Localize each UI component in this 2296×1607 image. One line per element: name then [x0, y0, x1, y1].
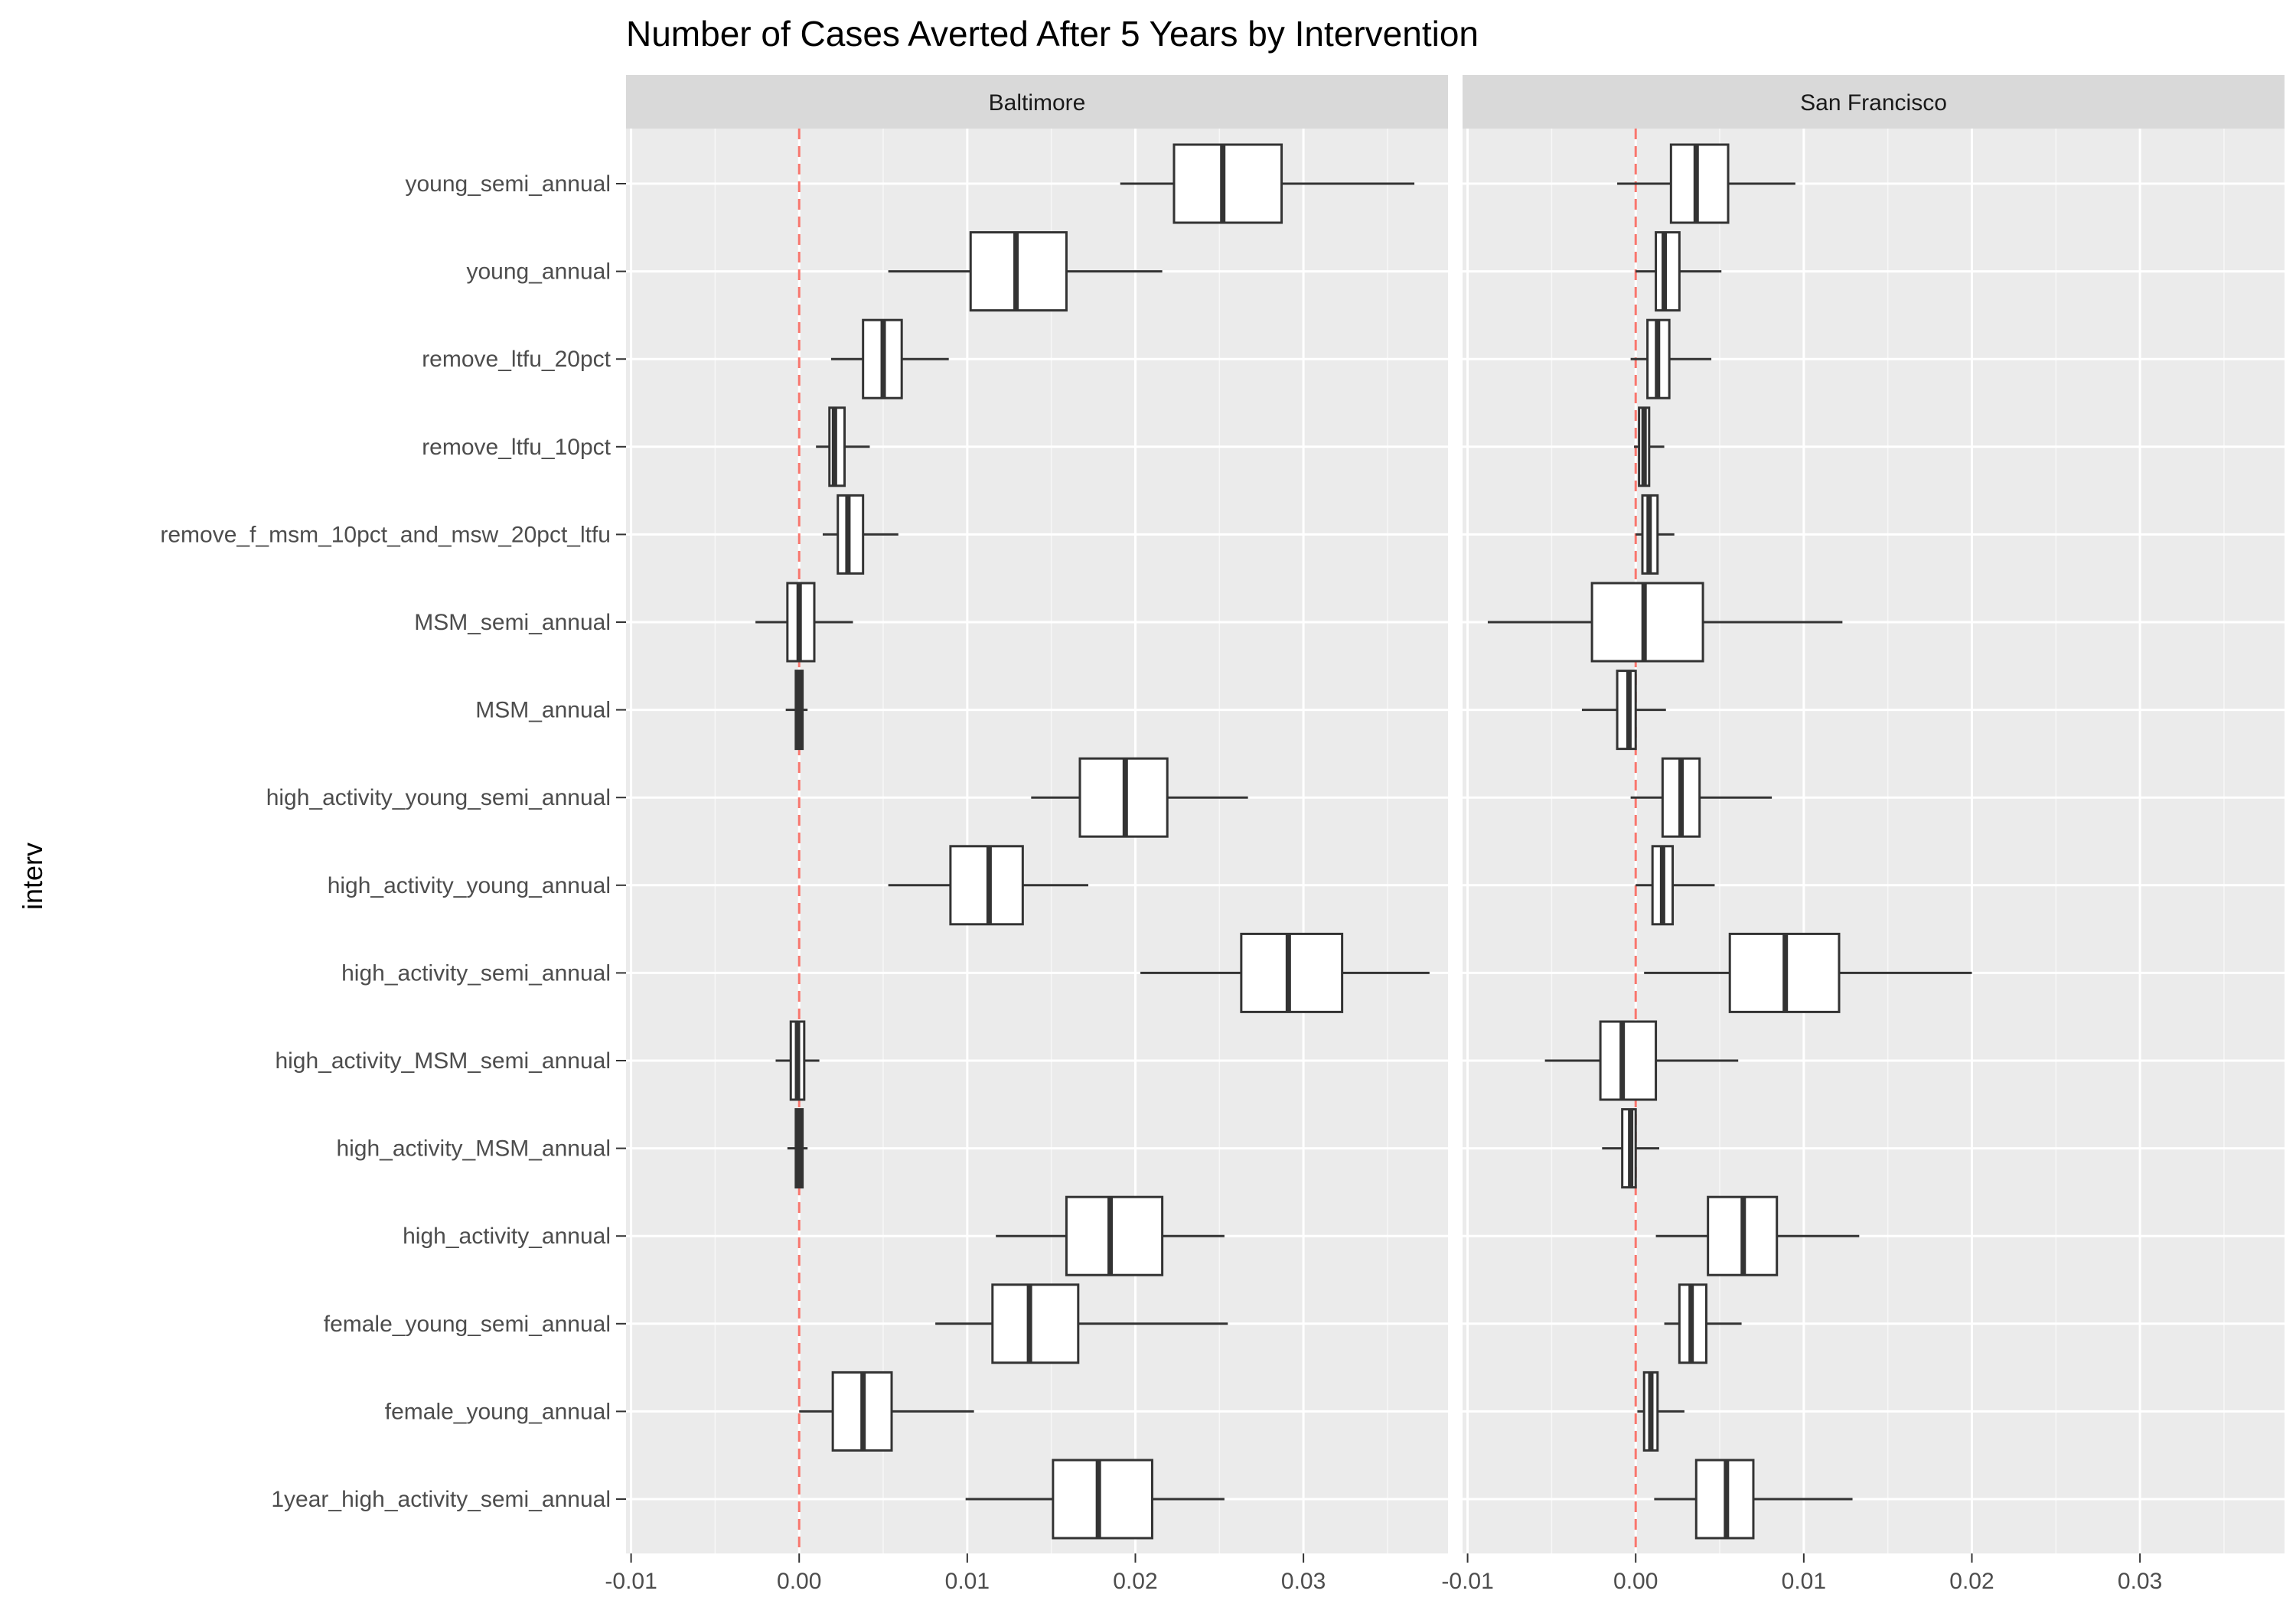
box-iqr-1-1 — [1655, 231, 1681, 312]
box-1-7 — [1630, 757, 1773, 838]
category-label-4: remove_f_msm_10pct_and_msw_20pct_ltfu — [160, 522, 611, 547]
category-label-1: young_annual — [466, 259, 611, 285]
box-1-13 — [1664, 1283, 1742, 1364]
box-1-1 — [1636, 231, 1722, 312]
box-0-11 — [787, 1108, 808, 1189]
box-0-3 — [816, 406, 870, 487]
box-1-11 — [1602, 1108, 1659, 1189]
x-tick-label-0-3: 0.02 — [1113, 1569, 1157, 1594]
category-label-7: high_activity_young_semi_annual — [266, 785, 611, 810]
category-label-15: 1year_high_activity_semi_annual — [271, 1487, 611, 1512]
category-label-9: high_activity_semi_annual — [341, 960, 611, 986]
panel-strip-1 — [1463, 75, 2285, 129]
box-1-15 — [1654, 1459, 1853, 1540]
box-1-14 — [1637, 1371, 1684, 1452]
category-label-8: high_activity_young_annual — [328, 873, 611, 898]
box-iqr-0-9 — [1240, 932, 1344, 1013]
box-1-5 — [1487, 582, 1843, 663]
panel-background-1 — [1463, 129, 2285, 1553]
category-label-0: young_semi_annual — [405, 171, 611, 197]
box-1-10 — [1544, 1020, 1739, 1101]
panel-strip-0 — [626, 75, 1448, 129]
box-0-10 — [775, 1020, 820, 1101]
panel-strip-label-1: San Francisco — [1800, 90, 1947, 116]
chart-title: Number of Cases Averted After 5 Years by… — [626, 14, 1479, 54]
category-label-2: remove_ltfu_20pct — [422, 347, 611, 372]
box-0-1 — [888, 231, 1163, 312]
box-1-3 — [1634, 406, 1665, 487]
box-0-9 — [1140, 932, 1430, 1013]
x-tick-label-0-4: 0.03 — [1281, 1569, 1326, 1594]
box-iqr-1-10 — [1599, 1020, 1658, 1101]
box-0-0 — [1120, 143, 1415, 224]
box-iqr-1-0 — [1669, 143, 1730, 224]
box-0-13 — [935, 1283, 1228, 1364]
box-1-2 — [1630, 318, 1712, 399]
x-tick-label-1-1: 0.00 — [1613, 1569, 1658, 1594]
box-0-5 — [755, 582, 853, 663]
box-iqr-0-13 — [991, 1283, 1080, 1364]
box-0-14 — [799, 1371, 974, 1452]
box-0-7 — [1031, 757, 1248, 838]
box-iqr-0-15 — [1052, 1459, 1153, 1540]
category-label-10: high_activity_MSM_semi_annual — [275, 1048, 611, 1074]
box-1-9 — [1644, 932, 1972, 1013]
y-axis-title: interv — [17, 843, 48, 910]
box-1-12 — [1655, 1195, 1860, 1276]
panel-1: San Francisco -0.01 0.00 0.01 0.02 0.03 — [1441, 75, 2285, 1594]
box-0-2 — [830, 318, 949, 399]
box-1-8 — [1636, 845, 1715, 926]
box-iqr-0-0 — [1172, 143, 1283, 224]
category-label-13: female_young_semi_annual — [324, 1312, 611, 1337]
category-label-5: MSM_semi_annual — [414, 610, 611, 635]
x-tick-label-1-2: 0.01 — [1782, 1569, 1826, 1594]
panel-0: Baltimore -0.01 0.00 0.01 0.02 0.03 — [605, 75, 1448, 1594]
x-tick-label-1-3: 0.02 — [1949, 1569, 1994, 1594]
category-label-3: remove_ltfu_10pct — [422, 435, 611, 460]
category-label-14: female_young_annual — [385, 1399, 611, 1424]
category-label-11: high_activity_MSM_annual — [336, 1136, 611, 1162]
box-1-6 — [1581, 670, 1666, 751]
x-tick-label-0-2: 0.01 — [945, 1569, 990, 1594]
x-tick-label-0-1: 0.00 — [777, 1569, 821, 1594]
x-tick-label-1-4: 0.03 — [2118, 1569, 2162, 1594]
category-label-12: high_activity_annual — [403, 1224, 611, 1249]
box-0-8 — [888, 845, 1088, 926]
box-0-4 — [822, 494, 899, 575]
box-0-15 — [965, 1459, 1225, 1540]
x-tick-label-1-0: -0.01 — [1441, 1569, 1493, 1594]
box-1-0 — [1617, 143, 1795, 224]
box-iqr-0-12 — [1065, 1195, 1164, 1276]
box-0-6 — [785, 670, 808, 751]
x-tick-label-0-0: -0.01 — [605, 1569, 657, 1594]
panel-strip-label-0: Baltimore — [989, 90, 1086, 116]
box-1-4 — [1636, 494, 1675, 575]
category-label-6: MSM_annual — [475, 698, 611, 723]
box-0-12 — [996, 1195, 1225, 1276]
box-iqr-1-5 — [1590, 582, 1704, 663]
